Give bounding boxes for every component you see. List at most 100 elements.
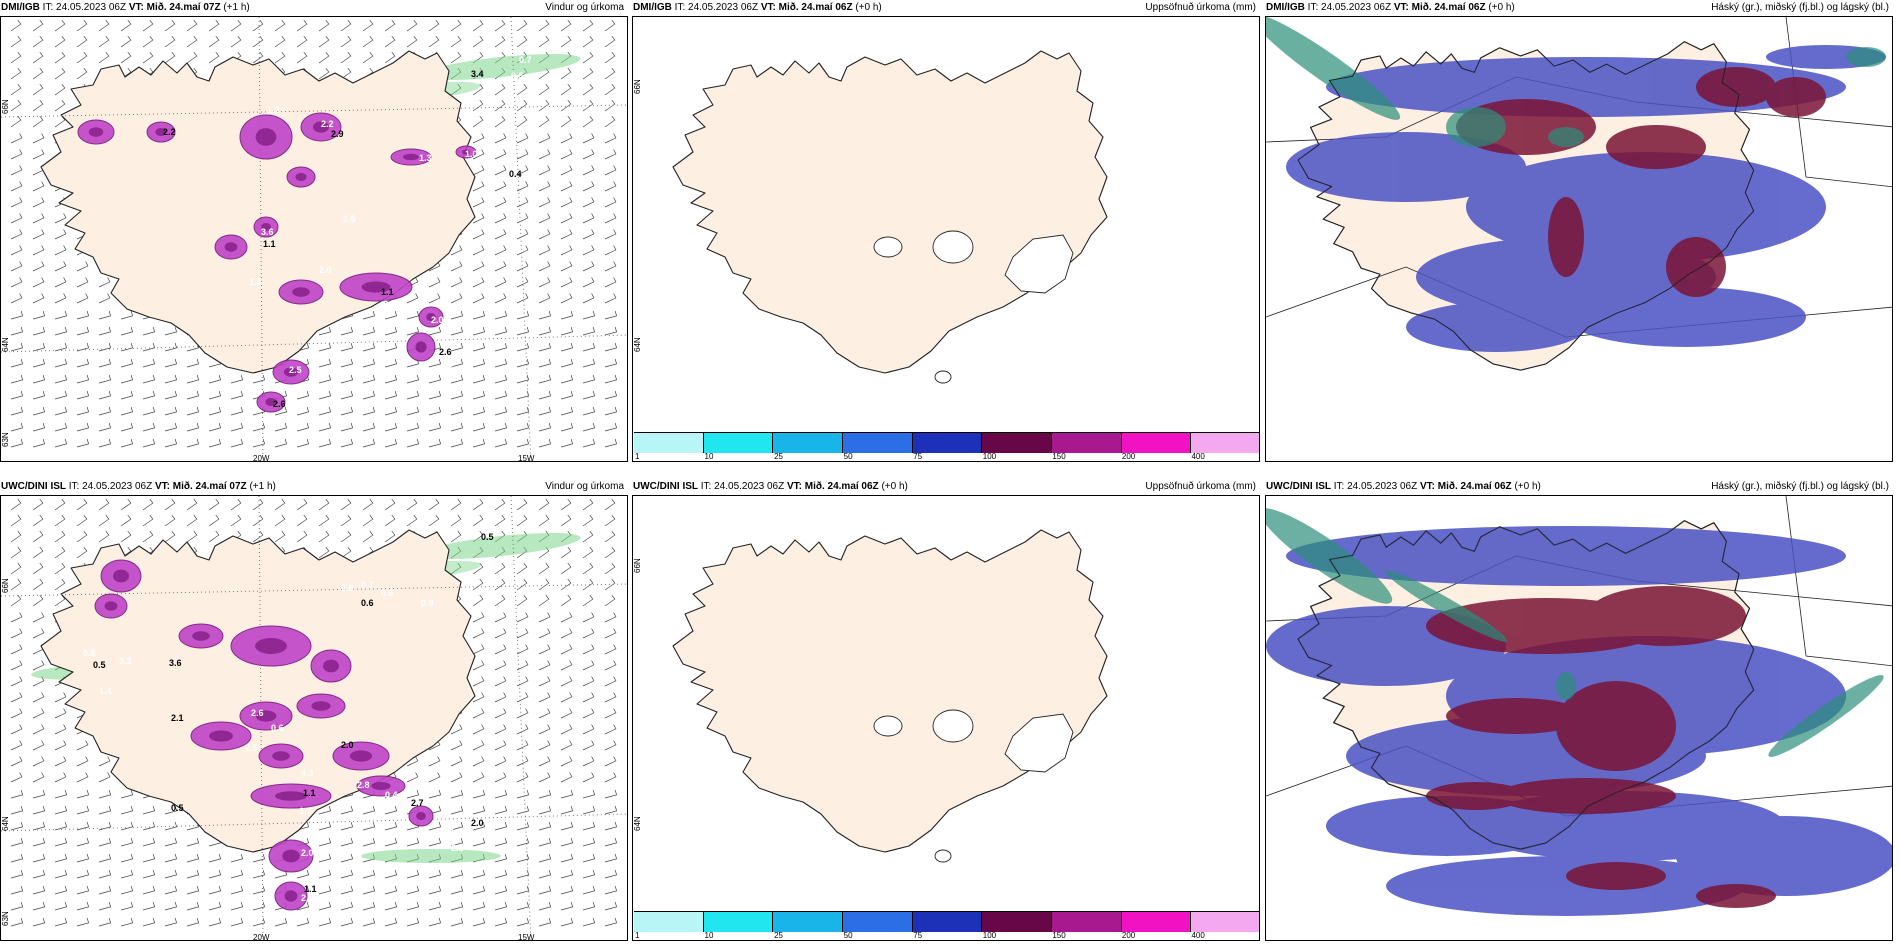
wind-barb (98, 838, 112, 847)
wind-barb (406, 19, 418, 32)
precip-label: 1.1 (381, 287, 394, 297)
precip-label: 0.5 (171, 803, 184, 813)
colorbar-swatch (1191, 433, 1259, 453)
model-name: DMI/IGB (633, 2, 672, 13)
wind-barb (10, 562, 22, 575)
wind-barb (472, 612, 485, 623)
wind-barb (406, 772, 419, 783)
wind-barb (98, 514, 110, 527)
precip-band (361, 849, 501, 863)
wind-barb (450, 822, 464, 831)
wind-barb (54, 261, 67, 272)
precip-core (292, 287, 310, 297)
wind-barb (604, 870, 618, 879)
product-title: Háský (gr.), miðský (fj.bl.) og lágský (… (1711, 481, 1889, 492)
wind-barb (494, 197, 507, 208)
precip-label: 0.4 (509, 169, 522, 179)
wind-barb (142, 407, 156, 416)
wind-barb (230, 35, 242, 48)
precip-label: 2.1 (171, 713, 184, 723)
wind-barb (76, 822, 90, 831)
wind-barb (538, 578, 550, 591)
wind-barb (32, 359, 46, 368)
wind-barb (538, 660, 551, 671)
wind-barb (76, 546, 88, 559)
wind-barb (494, 311, 508, 320)
wind-barb (296, 407, 310, 416)
wind-barb (208, 514, 220, 527)
wind-barb (538, 165, 551, 176)
wind-barb (252, 439, 266, 448)
wind-barb (516, 391, 530, 400)
precip-label: 4.3 (301, 768, 314, 778)
panel-header: UWC/DINI ISL IT: 24.05.2023 06Z VT: Mið.… (633, 481, 908, 492)
wind-barb (450, 359, 464, 368)
wind-barb (252, 854, 266, 863)
wind-barb (428, 439, 442, 448)
wind-barb (582, 902, 596, 911)
colorbar-label: 75 (913, 452, 923, 461)
wind-barb (208, 902, 222, 911)
wind-barb (538, 359, 552, 368)
lat-label-64n: 64N (633, 337, 642, 352)
colorbar-swatch (982, 912, 1053, 932)
latitude-line (1, 813, 627, 832)
wind-barb (142, 514, 154, 527)
wind-barb (582, 790, 596, 799)
high-cloud (1266, 508, 1393, 604)
wind-precip-map: 20W 15W 66N 64N 63N 0.5 0.8 0.7 0.6 0.6 0.8 2.1 3.3 1… (1, 496, 627, 940)
colorbar-swatch (773, 912, 844, 932)
wind-barb (32, 149, 45, 160)
wind-barb (450, 806, 464, 815)
wind-barb (164, 822, 178, 831)
wind-barb (362, 343, 376, 352)
wind-barb (560, 83, 572, 96)
wind-barb (252, 870, 266, 879)
wind-barb (54, 423, 68, 432)
wind-barb (560, 838, 574, 847)
wind-barb (472, 181, 485, 192)
wind-barb (604, 35, 616, 48)
wind-barb (384, 19, 396, 32)
panel-top-middle: DMI/IGB IT: 24.05.2023 06Z VT: Mið. 24.m… (632, 0, 1262, 462)
wind-barb (164, 806, 178, 815)
wind-barb (450, 918, 464, 927)
precip-label: 3.6 (261, 227, 274, 237)
wind-barb (450, 423, 464, 432)
wind-barb (538, 343, 552, 352)
wind-barb (604, 245, 617, 256)
wind-barb (98, 790, 112, 799)
wind-barb (560, 245, 573, 256)
panel-top-left: DMI/IGB IT: 24.05.2023 06Z VT: Mið. 24.m… (0, 0, 630, 462)
wind-barb (76, 886, 90, 895)
wind-barb (560, 918, 574, 927)
wind-barb (604, 83, 616, 96)
wind-barb (10, 612, 23, 623)
wind-barb (582, 822, 596, 831)
wind-barb (450, 498, 462, 511)
wind-barb (494, 439, 508, 448)
lat-label-66n: 66N (1, 578, 10, 593)
wind-barb (494, 806, 508, 815)
wind-barb (340, 327, 354, 336)
wind-barb (98, 498, 110, 511)
wind-barb (208, 51, 220, 64)
mid-cloud (1586, 586, 1746, 646)
wind-barb (230, 902, 244, 911)
wind-barb (604, 806, 618, 815)
wind-barb (560, 115, 572, 128)
wind-barb (120, 359, 134, 368)
wind-barb (538, 740, 551, 751)
wind-barb (54, 822, 68, 831)
wind-barb (296, 514, 308, 527)
wind-barb (494, 612, 507, 623)
precip-core (311, 701, 331, 711)
precip-core (282, 849, 300, 863)
wind-barb (516, 854, 530, 863)
init-time: IT: 24.05.2023 06Z (42, 2, 127, 13)
wind-barb (560, 99, 572, 112)
precip-label: 2.7 (411, 798, 424, 808)
wind-barb (582, 854, 596, 863)
wind-barb (296, 498, 308, 511)
wind-barb (560, 261, 573, 272)
